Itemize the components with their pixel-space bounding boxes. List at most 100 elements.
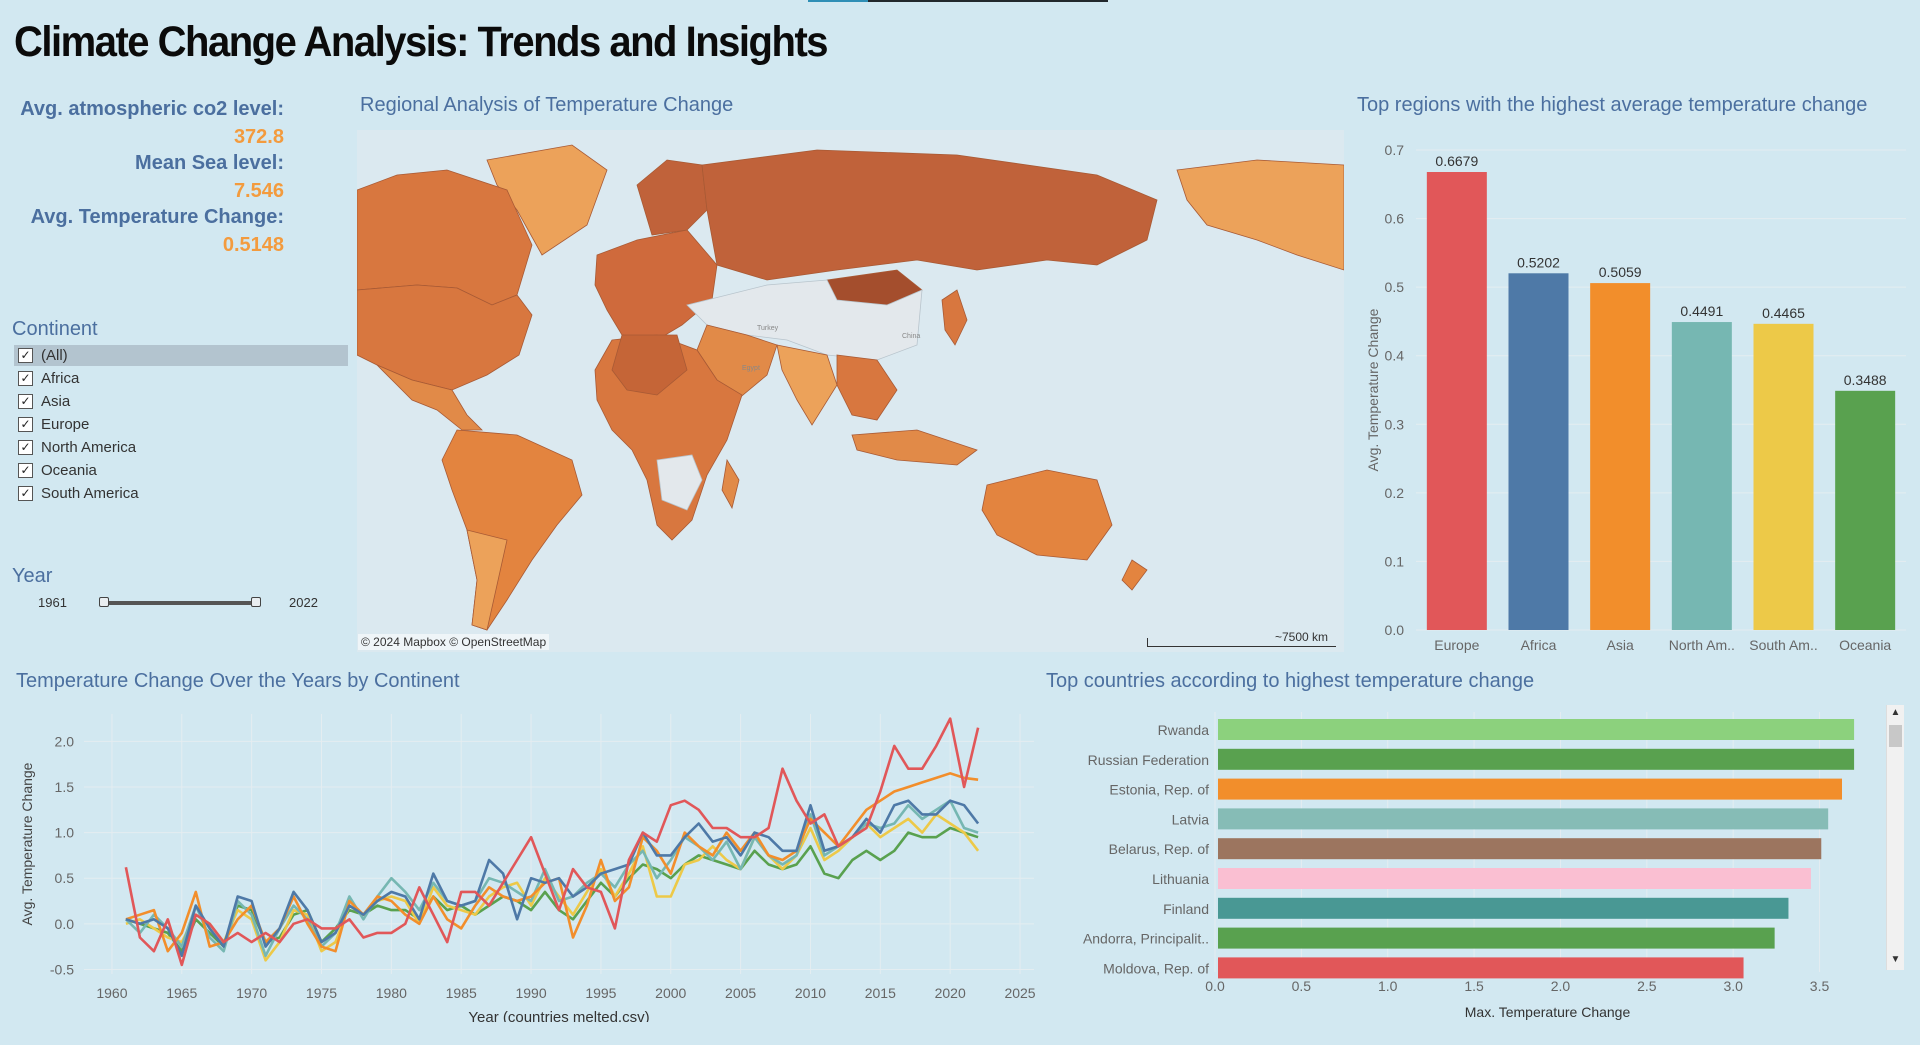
country-chart-title: Top countries according to highest tempe… [1046,670,1535,692]
x-tick-label: 0.5 [1292,978,1312,994]
map-place-label-china: China [902,333,920,340]
region-mexico[interactable] [376,364,483,431]
top-accent-bar [808,0,1108,2]
y-tick-label: 1.0 [55,825,75,841]
country-bar[interactable] [1218,957,1744,979]
top-accent-tab [808,0,868,2]
x-tick-label: 2020 [935,985,966,1001]
region-bar-value-label: 0.4491 [1680,303,1723,319]
map-place-label-turkey: Turkey [757,325,779,332]
x-tick-label: Oceania [1839,637,1891,653]
map-title: Regional Analysis of Temperature Change [360,94,734,116]
country-bar[interactable] [1218,868,1811,889]
x-tick-label: 1975 [306,985,337,1001]
y-tick-label: 2.0 [55,733,75,749]
region-canada[interactable] [357,169,533,306]
dashboard-title: Climate Change Analysis: Trends and Insi… [14,18,829,66]
region-indonesia[interactable] [851,429,978,466]
x-tick-label: 2.5 [1637,978,1657,994]
region-bar[interactable] [1426,172,1487,631]
checkbox-icon[interactable]: ✓ [18,371,33,386]
x-tick-label: 1990 [515,985,546,1001]
map-attribution[interactable]: © 2024 Mapbox © OpenStreetMap [358,634,550,650]
checkbox-icon[interactable]: ✓ [18,440,33,455]
region-argentina[interactable] [466,529,508,631]
continent-option[interactable]: ✓ South America [14,483,348,504]
region-australia[interactable] [981,469,1113,561]
country-bar[interactable] [1218,927,1775,949]
y-tick-label: Latvia [1172,811,1210,827]
year-slider-min-handle[interactable] [99,597,109,607]
region-bar[interactable] [1835,390,1896,630]
continent-option[interactable]: ✓ Asia [14,391,348,412]
country-bar[interactable] [1218,778,1842,800]
country-bar[interactable] [1218,748,1855,770]
checkbox-icon[interactable]: ✓ [18,348,33,363]
x-tick-label: 1.5 [1464,978,1484,994]
region-nodata-africa[interactable] [656,454,703,511]
x-tick-label: 1995 [585,985,616,1001]
region-bar[interactable] [1753,323,1814,630]
country-bar[interactable] [1218,897,1789,919]
scroll-thumb[interactable] [1889,725,1902,747]
continent-option[interactable]: ✓ (All) [14,345,348,366]
region-new-zealand[interactable] [1121,559,1148,591]
x-tick-label: 2025 [1004,985,1035,1001]
country-bar[interactable] [1218,808,1829,830]
series-line[interactable] [125,799,980,958]
x-tick-label: Africa [1521,637,1557,653]
y-tick-label: 0.2 [1385,485,1405,501]
y-tick-label: Lithuania [1152,871,1209,887]
y-tick-label: Estonia, Rep. of [1109,782,1209,798]
series-line[interactable] [124,717,980,967]
continent-option[interactable]: ✓ Europe [14,414,348,435]
region-bar-value-label: 0.4465 [1762,305,1805,321]
x-axis-label: Year (countries melted.csv) [468,1009,649,1022]
region-japan[interactable] [941,289,968,346]
region-india[interactable] [776,344,838,426]
country-chart-scrollbar[interactable]: ▲ ▼ [1886,705,1904,970]
continent-option-label: Oceania [41,462,97,479]
x-tick-label: Europe [1434,637,1479,653]
region-europe[interactable] [594,229,718,341]
y-tick-label: 0.6 [1385,211,1405,227]
region-russia[interactable] [701,149,1158,281]
x-axis-label: Max. Temperature Change [1465,1004,1631,1020]
checkbox-icon[interactable]: ✓ [18,417,33,432]
kpi-temp-value: 0.5148 [222,234,284,256]
country-bar[interactable] [1218,719,1855,740]
continent-option[interactable]: ✓ Africa [14,368,348,389]
map-scale-label: ~7500 km [1275,630,1329,644]
y-axis-label: Avg. Temperature Change [19,762,35,925]
x-tick-label: 1960 [96,985,127,1001]
y-tick-label: 0.1 [1385,553,1405,569]
y-tick-label: 0.7 [1385,142,1405,158]
checkbox-icon[interactable]: ✓ [18,486,33,501]
kpi-co2-value: 372.8 [233,126,284,148]
x-tick-label: 2005 [725,985,756,1001]
y-tick-label: Moldova, Rep. of [1103,960,1209,976]
year-slider-track[interactable] [103,601,257,605]
region-alaska[interactable] [1176,159,1344,271]
region-bar[interactable] [1590,283,1651,630]
country-bar[interactable] [1218,838,1822,860]
scroll-up-icon[interactable]: ▲ [1890,707,1901,718]
region-bar[interactable] [1671,322,1732,630]
region-southeast-asia[interactable] [836,354,898,421]
world-map[interactable]: Turkey China Egypt [357,130,1344,652]
checkbox-icon[interactable]: ✓ [18,394,33,409]
y-tick-label: Russian Federation [1088,752,1209,768]
checkbox-icon[interactable]: ✓ [18,463,33,478]
map-scale-bar [1147,638,1336,647]
year-slider-max-handle[interactable] [251,597,261,607]
continent-option[interactable]: ✓ North America [14,437,348,458]
kpi-co2-label: Avg. atmospheric co2 level: [20,98,284,120]
continent-option[interactable]: ✓ Oceania [14,460,348,481]
region-north-africa[interactable] [611,334,688,396]
region-madagascar[interactable] [721,458,740,510]
y-tick-label: Andorra, Principalit.. [1083,931,1209,947]
temperature-line-chart: -0.5 0.0 0.5 1.0 1.5 2.0 1960 1965 1970 1975 1980 1… [19,714,1036,1022]
region-bar[interactable] [1508,273,1569,630]
x-tick-label: 1970 [236,985,267,1001]
scroll-down-icon[interactable]: ▼ [1890,954,1901,965]
